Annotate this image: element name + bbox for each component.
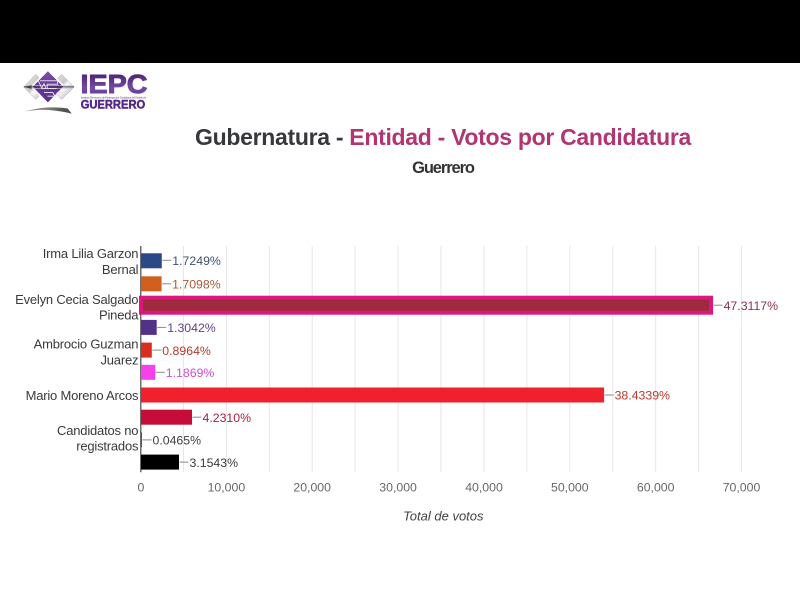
svg-text:registrados: registrados [76, 438, 139, 453]
svg-text:1.1869%: 1.1869% [166, 366, 215, 380]
svg-text:40,000: 40,000 [465, 481, 503, 495]
svg-text:Evelyn Cecia Salgado: Evelyn Cecia Salgado [15, 292, 138, 307]
svg-text:38.4339%: 38.4339% [615, 389, 670, 403]
svg-text:10,000: 10,000 [208, 481, 246, 495]
svg-text:Total de votos: Total de votos [403, 509, 484, 524]
svg-text:50,000: 50,000 [551, 481, 589, 495]
svg-text:Ambrocio Guzman: Ambrocio Guzman [34, 337, 139, 352]
svg-text:4.2310%: 4.2310% [203, 411, 252, 425]
svg-text:Instituto Electoral y de Parti: Instituto Electoral y de Participación C… [81, 95, 146, 99]
svg-text:20,000: 20,000 [293, 481, 331, 495]
svg-text:Bernal: Bernal [102, 262, 139, 277]
svg-text:70,000: 70,000 [723, 481, 761, 495]
svg-text:0: 0 [137, 481, 144, 495]
svg-text:1.3042%: 1.3042% [167, 321, 216, 335]
svg-text:Candidatos no: Candidatos no [57, 423, 138, 438]
svg-text:3.1543%: 3.1543% [190, 456, 239, 470]
svg-text:IEPC: IEPC [81, 71, 148, 99]
svg-text:60,000: 60,000 [637, 481, 675, 495]
svg-text:Irma Lilia Garzon: Irma Lilia Garzon [43, 246, 139, 261]
svg-text:1.7098%: 1.7098% [172, 278, 221, 292]
svg-text:47.3117%: 47.3117% [724, 299, 779, 313]
svg-text:30,000: 30,000 [379, 481, 417, 495]
svg-text:1.7249%: 1.7249% [172, 254, 221, 268]
svg-text:0.8964%: 0.8964% [162, 344, 211, 358]
svg-text:Juarez: Juarez [100, 352, 138, 367]
svg-text:Pineda: Pineda [99, 308, 139, 323]
svg-text:0.0465%: 0.0465% [153, 434, 202, 448]
svg-text:Mario Moreno Arcos: Mario Moreno Arcos [26, 388, 139, 403]
svg-text:GUERRERO: GUERRERO [81, 98, 146, 112]
